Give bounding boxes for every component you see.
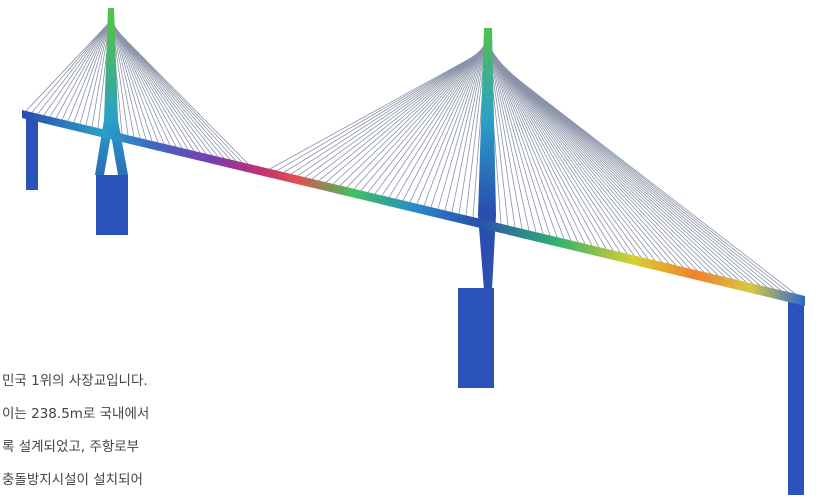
cable xyxy=(486,41,600,248)
cable xyxy=(43,19,112,116)
cable xyxy=(437,37,488,209)
cable xyxy=(486,40,586,244)
cable xyxy=(381,41,488,196)
text-line: 충돌방지시설이 설치되어 xyxy=(2,472,143,488)
foundation xyxy=(96,175,128,235)
cable xyxy=(388,40,488,198)
cable xyxy=(49,18,112,117)
cable xyxy=(110,17,153,142)
cable xyxy=(311,45,488,180)
cable xyxy=(486,45,649,259)
cable xyxy=(486,39,572,241)
cable xyxy=(395,40,488,200)
cable xyxy=(360,42,488,191)
cable xyxy=(110,16,141,139)
cable xyxy=(486,41,593,246)
cable xyxy=(110,17,159,143)
cable xyxy=(486,43,628,254)
text-line: 이는 238.5m로 국내에서 xyxy=(2,406,149,422)
cable xyxy=(451,36,488,213)
cable xyxy=(283,47,488,173)
cable xyxy=(486,38,551,236)
cable xyxy=(304,46,488,178)
cable xyxy=(346,43,488,188)
cable xyxy=(486,45,656,261)
cable xyxy=(416,38,488,204)
cable xyxy=(110,18,165,144)
cable xyxy=(110,19,189,150)
cable xyxy=(110,19,177,147)
cable xyxy=(486,38,558,238)
cable xyxy=(318,45,488,181)
cable xyxy=(55,18,112,119)
deck xyxy=(22,110,805,306)
cable xyxy=(486,43,621,253)
cable xyxy=(339,44,488,186)
cable xyxy=(486,42,607,249)
cable xyxy=(486,44,642,258)
cable xyxy=(486,44,635,256)
cable xyxy=(25,20,112,112)
cable xyxy=(110,20,195,152)
cable xyxy=(276,48,488,171)
pier xyxy=(788,300,804,495)
cable xyxy=(486,37,544,234)
cable xyxy=(79,16,112,124)
cable xyxy=(423,38,488,206)
cable xyxy=(67,17,112,122)
cable xyxy=(73,16,112,123)
cable xyxy=(486,36,530,231)
cable xyxy=(486,55,796,294)
cable xyxy=(402,39,488,201)
cable xyxy=(31,20,112,113)
cable xyxy=(110,19,183,149)
cable xyxy=(486,46,677,266)
cable xyxy=(61,17,112,120)
cable xyxy=(486,37,537,233)
cable xyxy=(110,20,201,153)
cable xyxy=(486,42,614,251)
cable xyxy=(269,48,488,170)
cable xyxy=(409,39,488,203)
cable xyxy=(290,47,488,175)
cable xyxy=(430,37,488,208)
cable xyxy=(37,19,112,115)
cable xyxy=(110,16,147,140)
cable xyxy=(374,41,488,195)
cable xyxy=(486,40,579,243)
cable xyxy=(444,36,488,211)
cable xyxy=(110,24,249,164)
cable xyxy=(353,43,488,190)
text-line: 민국 1위의 사장교입니다. xyxy=(2,373,148,389)
cable xyxy=(486,46,670,264)
cable xyxy=(325,44,488,183)
foundation xyxy=(458,288,494,388)
cable xyxy=(332,44,488,185)
pier xyxy=(26,115,38,190)
cable xyxy=(486,39,565,239)
cable xyxy=(85,15,112,126)
cable xyxy=(367,42,488,193)
cable xyxy=(458,35,488,214)
cable xyxy=(110,21,207,154)
text-line: 록 설계되었고, 주항로부 xyxy=(2,439,139,455)
cable xyxy=(486,45,663,263)
cable xyxy=(297,46,488,176)
cables xyxy=(25,14,796,294)
cable xyxy=(110,18,171,146)
